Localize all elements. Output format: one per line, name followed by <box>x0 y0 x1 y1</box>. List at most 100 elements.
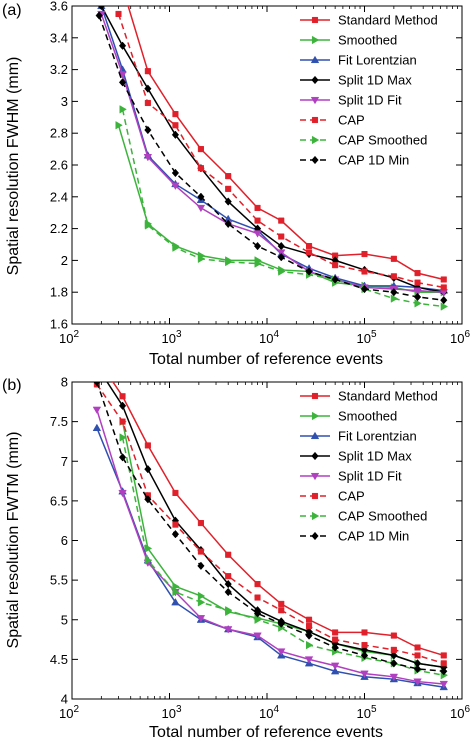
data-point-standard-method <box>225 173 232 180</box>
data-point-cap <box>278 607 285 614</box>
x-tick-label: 102 <box>59 329 79 346</box>
legend-marker-cap-1d-min <box>311 531 319 541</box>
y-tick-label: 2.4 <box>50 189 68 204</box>
legend-marker-split-1d-max <box>311 75 319 85</box>
data-point-cap <box>306 623 313 630</box>
legend-label-smoothed: Smoothed <box>338 33 397 48</box>
data-point-split-1d-max <box>118 41 127 50</box>
x-tick-base: 10 <box>162 331 176 346</box>
x-tick-label: 106 <box>450 704 470 721</box>
data-point-cap-smoothed <box>172 243 180 252</box>
legend-label-cap-smoothed: CAP Smoothed <box>338 509 427 524</box>
data-point-cap <box>361 642 368 649</box>
x-tick-base: 10 <box>259 706 273 721</box>
x-tick-base: 10 <box>259 331 273 346</box>
data-point-cap-1d-min <box>171 168 180 178</box>
data-point-split-1d-fit <box>277 648 286 656</box>
x-tick-exponent: 6 <box>464 329 470 340</box>
data-point-cap-smoothed <box>197 254 206 264</box>
series-line-split-1d-max <box>106 382 444 669</box>
x-tick-label: 103 <box>162 329 182 346</box>
y-tick-label: 8 <box>61 375 68 390</box>
x-tick-base: 10 <box>450 706 464 721</box>
data-point-standard-method <box>361 629 368 636</box>
x-tick-exponent: 4 <box>273 329 279 340</box>
data-point-cap-smoothed <box>440 302 449 311</box>
data-point-cap-1d-min <box>390 288 398 297</box>
legend-marker-cap-smoothed <box>311 135 320 145</box>
data-point-cap <box>332 636 339 643</box>
data-point-standard-method <box>254 204 261 211</box>
data-point-standard-method <box>172 489 179 496</box>
data-point-cap-smoothed <box>172 587 180 597</box>
x-tick-base: 10 <box>357 706 371 721</box>
data-point-split-1d-max <box>224 197 232 206</box>
legend-marker-cap <box>311 116 319 124</box>
legend-marker-split-1d-fit <box>310 472 320 481</box>
legend-label-cap: CAP <box>338 113 365 128</box>
data-point-standard-method <box>440 652 447 659</box>
data-point-smoothed <box>172 582 180 591</box>
data-point-cap <box>254 594 261 601</box>
legend-label-fit-lorentzian: Fit Lorentzian <box>338 429 417 444</box>
data-point-cap <box>197 548 204 555</box>
data-point-standard-method <box>390 255 397 262</box>
data-point-split-1d-max <box>94 362 101 370</box>
data-point-cap-smoothed <box>144 221 153 230</box>
data-point-cap <box>225 573 232 580</box>
data-point-smoothed <box>115 121 123 130</box>
data-point-cap-1d-min <box>224 587 232 597</box>
y-tick-label: 6.5 <box>50 493 68 508</box>
legend-label-cap: CAP <box>338 489 365 504</box>
data-point-split-1d-fit <box>413 287 422 295</box>
y-tick-label: 2.2 <box>50 221 68 236</box>
data-point-cap <box>254 217 261 224</box>
data-point-cap <box>172 521 179 528</box>
legend-marker-split-1d-max <box>311 451 319 461</box>
series-line-split-1d-fit <box>96 409 444 685</box>
data-point-cap-1d-min <box>197 192 205 201</box>
y-tick-label: 5 <box>61 612 68 627</box>
y-tick-label: 2.8 <box>50 126 68 141</box>
data-point-standard-method <box>119 393 126 400</box>
data-point-split-1d-fit <box>196 204 206 213</box>
y-tick-label: 7 <box>61 454 68 469</box>
data-point-standard-method <box>414 270 421 277</box>
data-point-standard-method <box>278 600 285 607</box>
legend-label-smoothed: Smoothed <box>338 409 397 424</box>
x-axis-label: Total number of reference events <box>149 351 383 368</box>
legend-label-fit-lorentzian: Fit Lorentzian <box>338 53 417 68</box>
data-point-standard-method <box>254 581 261 588</box>
data-point-cap-1d-min <box>440 295 448 305</box>
data-point-standard-method <box>306 243 313 250</box>
data-point-split-1d-fit <box>330 662 340 671</box>
x-tick-label: 103 <box>162 704 182 721</box>
data-point-fit-lorentzian <box>171 598 180 606</box>
legend-label-cap-1d-min: CAP 1D Min <box>338 153 409 168</box>
data-point-cap <box>390 646 397 653</box>
legend-label-split-1d-max: Split 1D Max <box>338 73 412 88</box>
data-point-cap-1d-min <box>331 275 339 284</box>
data-point-split-1d-fit <box>118 489 127 498</box>
y-tick-label: 1.6 <box>50 317 68 332</box>
x-tick-base: 10 <box>59 706 73 721</box>
data-point-standard-method <box>361 250 368 258</box>
data-point-cap-1d-min <box>118 453 127 462</box>
legend-marker-fit-lorentzian <box>310 431 320 440</box>
legend-marker-split-1d-fit <box>310 96 320 105</box>
legend-label-split-1d-fit: Split 1D Fit <box>338 469 402 484</box>
x-tick-exponent: 2 <box>73 329 79 340</box>
data-point-cap-1d-min <box>277 619 285 628</box>
data-point-standard-method <box>440 276 447 283</box>
series-line-standard-method <box>112 382 444 657</box>
data-point-cap-1d-min <box>93 382 101 387</box>
data-point-cap <box>144 99 151 107</box>
data-point-cap <box>332 262 339 269</box>
legend-marker-smoothed <box>311 35 320 45</box>
data-point-split-1d-fit <box>277 249 286 257</box>
data-point-split-1d-max <box>97 6 105 11</box>
data-point-cap-smoothed <box>306 640 314 650</box>
legend-marker-fit-lorentzian <box>310 55 320 64</box>
data-point-cap-1d-min <box>277 253 285 262</box>
data-point-cap-smoothed <box>254 259 262 268</box>
